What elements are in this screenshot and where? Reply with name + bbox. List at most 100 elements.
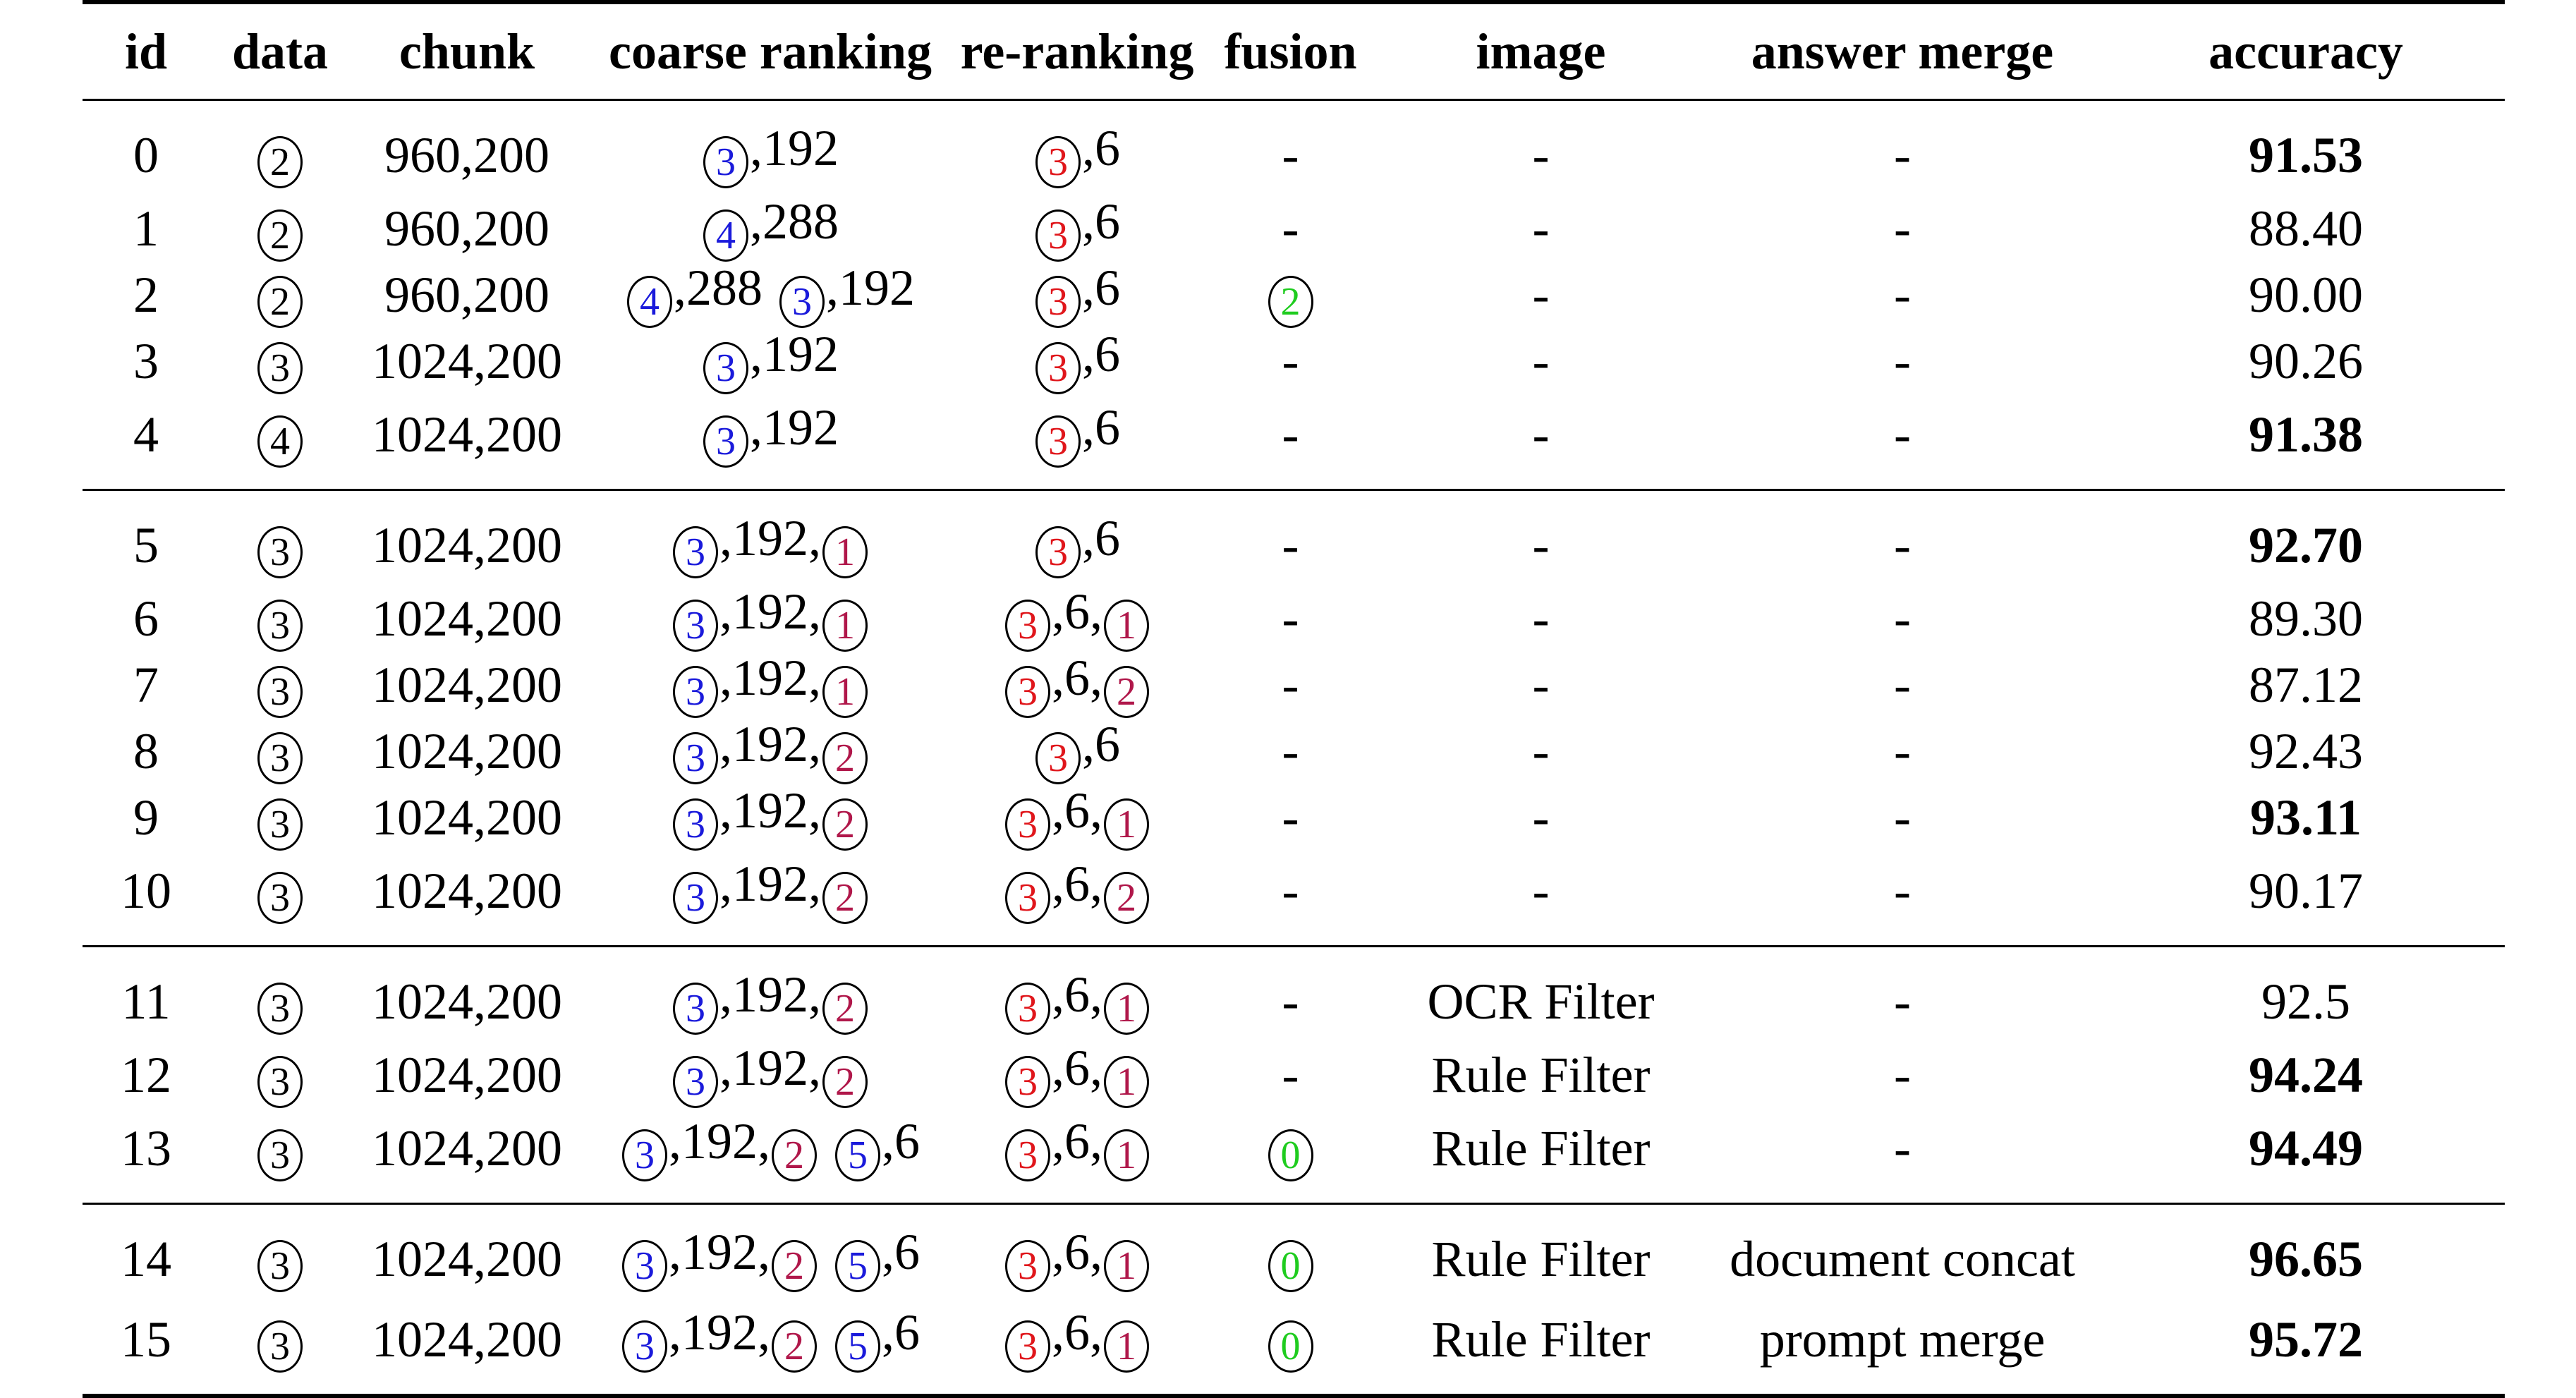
circled-number: 4 [627, 275, 672, 328]
header-coarse-ranking: coarse ranking [583, 0, 957, 100]
circled-number: 0 [1268, 1239, 1313, 1292]
cell-image: - [1532, 590, 1550, 647]
cell-id: 11 [83, 945, 209, 1042]
circled-number: 3 [257, 871, 303, 924]
cell-chunk: 1024,200 [351, 1203, 583, 1299]
cell-text: - [1282, 863, 1299, 919]
cell-id: 9 [133, 789, 159, 846]
cell-coarse: 3,192 [583, 99, 957, 195]
circled-number: 3 [673, 599, 718, 652]
table-row: 10 3 1024,200 3,192, 2 3,6, 2- - -90.17 [83, 851, 2505, 947]
cell-rerank: 3,6, 2 [957, 851, 1197, 947]
cell-text: ,192 [750, 325, 839, 382]
cell-id: 14 [83, 1203, 209, 1299]
cell-data: 3 [209, 1108, 351, 1204]
circled-number: 2 [1104, 871, 1149, 924]
cell-text: ,192, [719, 583, 821, 640]
cell-id: 8 [133, 723, 159, 779]
cell-text: ,6 [1082, 119, 1120, 176]
circled-number: 3 [1005, 798, 1050, 851]
cell-image: - [1532, 789, 1550, 846]
cell-accuracy: 93.11 [2249, 789, 2362, 846]
cell-id: 7 [133, 657, 159, 713]
cell-coarse: 3,192, 2 [583, 851, 957, 947]
cell-merge: - [1894, 267, 1911, 323]
cell-text: - [1282, 789, 1299, 846]
cell-image: - [1532, 723, 1550, 779]
cell-text: ,6, [1052, 966, 1102, 1023]
cell-text: - [1282, 590, 1299, 647]
cell-id: 10 [121, 863, 171, 919]
cell-chunk: 960,200 [384, 267, 549, 323]
cell-id: 4 [133, 406, 159, 463]
cell-image: - [1532, 200, 1550, 257]
cell-coarse: 3,192, 2 [583, 784, 957, 851]
header-chunk: chunk [351, 0, 583, 100]
circled-number: 2 [822, 731, 868, 784]
cell-merge: - [1894, 657, 1911, 713]
table-row: 8 3 1024,200 3,192, 2 3,6- - -92.43 [83, 718, 2505, 784]
circled-number: 3 [1005, 1129, 1050, 1181]
cell-fusion: - [1197, 195, 1384, 262]
cell-image: - [1532, 406, 1550, 463]
cell-accuracy: 96.65 [2107, 1203, 2505, 1299]
cell-text: ,6 [882, 1112, 920, 1169]
cell-rerank: 3,6, 1 [957, 1042, 1197, 1108]
cell-text: ,6 [1082, 509, 1120, 566]
circled-number: 3 [1005, 1055, 1050, 1108]
cell-text: ,288 [674, 259, 763, 316]
circled-number: 3 [622, 1320, 667, 1373]
cell-accuracy: 92.5 [2107, 945, 2505, 1042]
cell-text: ,6, [1052, 1112, 1102, 1169]
cell-rerank: 3,6 [957, 718, 1197, 784]
cell-coarse: 3,192, 1 [583, 489, 957, 585]
circled-number: 3 [1005, 1239, 1050, 1292]
circled-number: 1 [1104, 1239, 1149, 1292]
cell-data: 3 [209, 328, 351, 394]
circled-number: 3 [673, 871, 718, 924]
cell-data: 3 [209, 718, 351, 784]
cell-fusion: - [1197, 394, 1384, 490]
circled-number: 2 [822, 1055, 868, 1108]
cell-data: 3 [209, 945, 351, 1042]
header-data: data [209, 0, 351, 100]
cell-text: ,6, [1052, 782, 1102, 839]
cell-fusion: - [1197, 328, 1384, 394]
cell-chunk: 1024,200 [372, 590, 562, 647]
circled-number: 1 [822, 525, 868, 578]
cell-coarse: 3,192 [583, 394, 957, 490]
cell-image: - [1532, 333, 1550, 389]
cell-rerank: 3,6, 2 [957, 652, 1197, 718]
cell-rerank: 3,6 [957, 489, 1197, 585]
cell-image: Rule Filter [1431, 1047, 1651, 1103]
cell-data: 4 [209, 394, 351, 490]
cell-id: 0 [83, 99, 209, 195]
cell-text: ,192, [719, 1039, 821, 1096]
cell-image: - [1532, 267, 1550, 323]
cell-chunk: 1024,200 [351, 945, 583, 1042]
cell-accuracy: 88.40 [2249, 200, 2363, 257]
cell-data: 3 [209, 489, 351, 585]
cell-data: 3 [209, 585, 351, 652]
cell-text: - [1282, 406, 1299, 463]
cell-accuracy: 90.17 [2249, 863, 2363, 919]
cell-merge: - [1894, 590, 1911, 647]
cell-chunk: 1024,200 [351, 489, 583, 585]
results-table-container: id data chunk coarse ranking re-ranking … [83, 0, 2505, 1398]
cell-id: 3 [133, 333, 159, 389]
header-accuracy: accuracy [2107, 0, 2505, 100]
cell-merge: - [1894, 863, 1911, 919]
circled-number: 2 [257, 135, 303, 188]
circled-number: 2 [822, 798, 868, 851]
circled-number: 2 [822, 982, 868, 1035]
cell-text: ,192, [719, 509, 821, 566]
circled-number: 1 [822, 599, 868, 652]
circled-number: 3 [673, 525, 718, 578]
circled-number: 4 [257, 415, 303, 468]
cell-id: 5 [83, 489, 209, 585]
table-row: 13 3 1024,200 3,192, 2 5,6 3,6, 1 0 Rule Filter -9… [83, 1108, 2505, 1204]
cell-chunk: 1024,200 [372, 1047, 562, 1103]
circled-number: 3 [703, 341, 748, 394]
cell-fusion: 2 [1197, 262, 1384, 328]
cell-coarse: 3,192, 2 [583, 718, 957, 784]
